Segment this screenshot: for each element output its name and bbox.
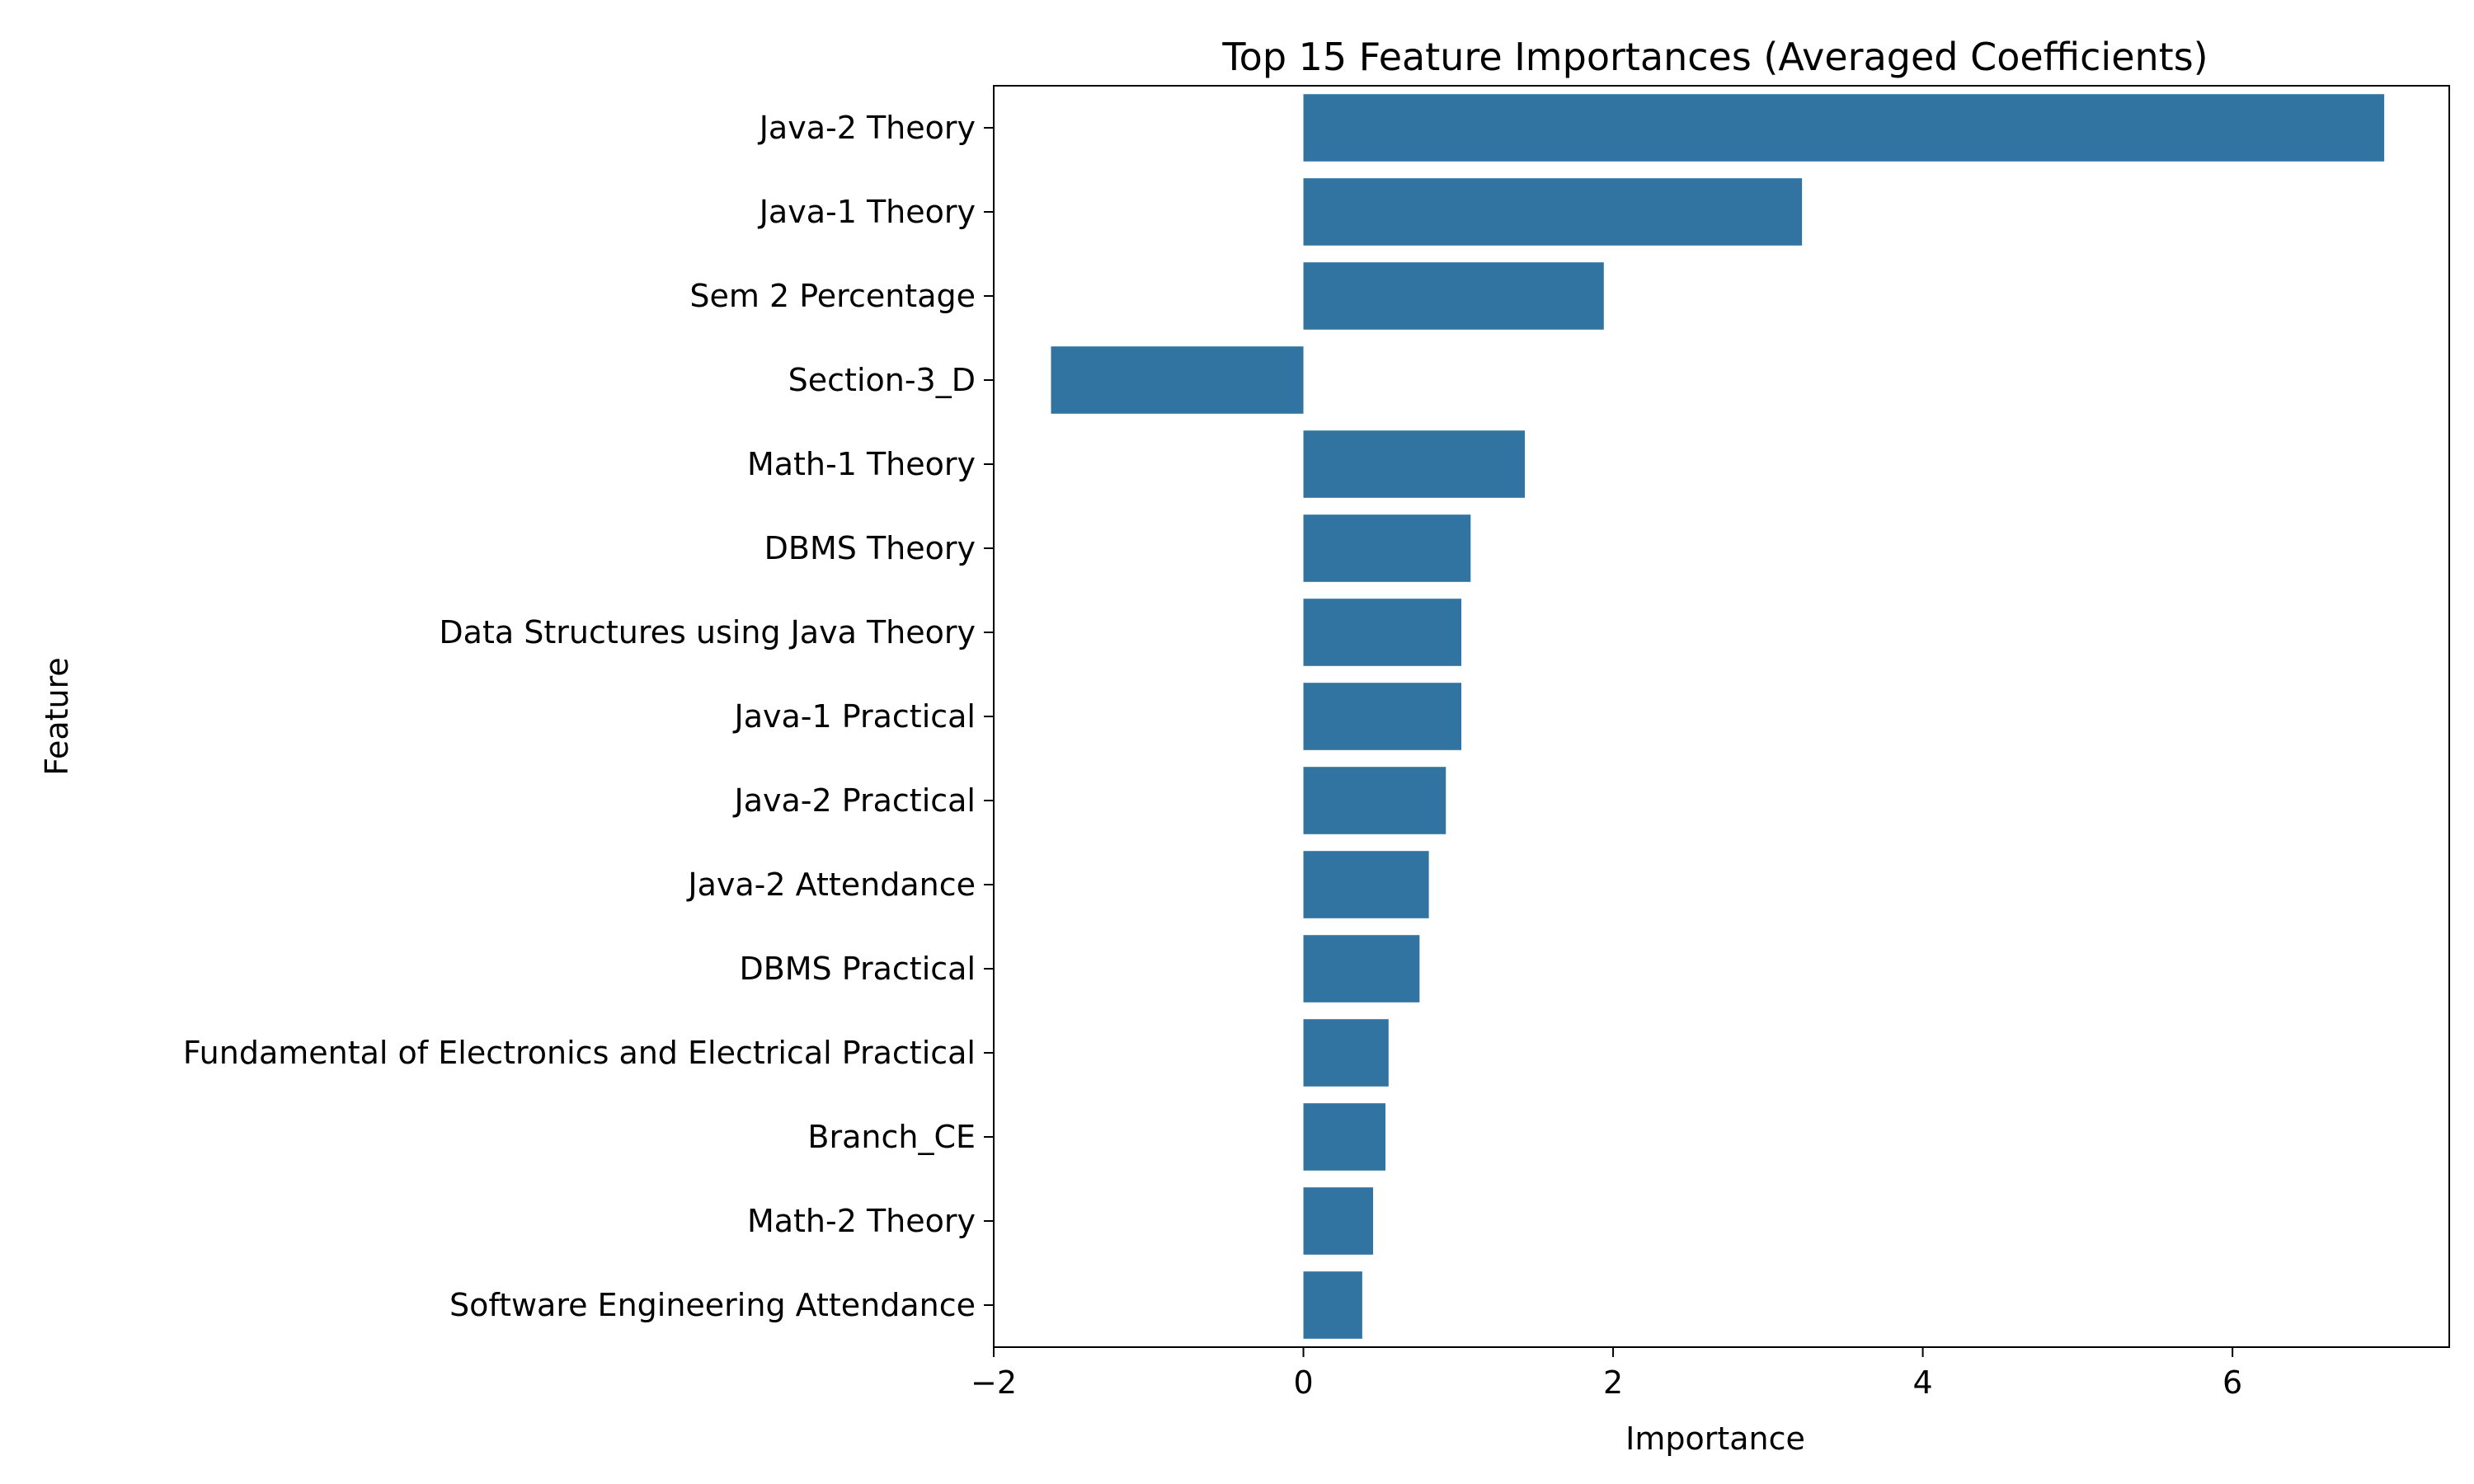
bar (1303, 851, 1429, 918)
y-tick-label: Java-2 Attendance (686, 866, 976, 903)
x-tick-label: 6 (2222, 1364, 2242, 1401)
bar (1303, 1187, 1374, 1255)
y-tick-label: Branch_CE (807, 1119, 976, 1155)
bar (1303, 935, 1420, 1003)
y-axis-ticks: Java-2 Theory Java-1 Theory Sem 2 Percenta… (183, 110, 994, 1323)
y-tick-label: Math-1 Theory (747, 446, 976, 482)
x-tick-label: 2 (1603, 1364, 1623, 1401)
y-tick-label: Data Structures using Java Theory (439, 614, 976, 650)
bar (1303, 1103, 1386, 1171)
y-tick-label: Software Engineering Attendance (449, 1287, 976, 1323)
y-tick-label: Java-1 Theory (758, 194, 976, 230)
y-tick-label: DBMS Practical (739, 951, 976, 987)
y-tick-label: Math-2 Theory (747, 1203, 976, 1239)
bar (1303, 683, 1462, 750)
plot-frame (993, 85, 2450, 1348)
bar (1303, 1019, 1389, 1087)
y-tick-label: Java-2 Theory (758, 110, 976, 146)
y-axis-label: Feature (39, 657, 75, 776)
x-axis-label: Importance (1625, 1421, 1805, 1457)
bar (1303, 430, 1526, 498)
bar (1303, 514, 1471, 582)
x-axis-ticks: −2 0 2 4 6 (971, 1347, 2242, 1401)
y-tick-label: DBMS Theory (764, 530, 976, 566)
chart-title: Top 15 Feature Importances (Averaged Coe… (1221, 35, 2208, 79)
y-tick-label: Java-1 Practical (733, 698, 976, 735)
bars-group (1051, 94, 2385, 1339)
x-tick-label: 4 (1913, 1364, 1933, 1401)
bar (1303, 178, 1803, 246)
y-tick-label: Section-3_D (788, 362, 976, 398)
bar (1303, 94, 2385, 162)
bar (1051, 346, 1304, 414)
y-tick-label: Sem 2 Percentage (689, 278, 976, 314)
bar (1303, 599, 1462, 666)
bar (1303, 262, 1604, 330)
bar (1303, 767, 1446, 834)
x-tick-label: −2 (971, 1364, 1017, 1401)
y-tick-label: Fundamental of Electronics and Electrica… (183, 1035, 976, 1071)
x-tick-label: 0 (1293, 1364, 1313, 1401)
y-tick-label: Java-2 Practical (733, 782, 976, 819)
bar (1303, 1271, 1362, 1339)
